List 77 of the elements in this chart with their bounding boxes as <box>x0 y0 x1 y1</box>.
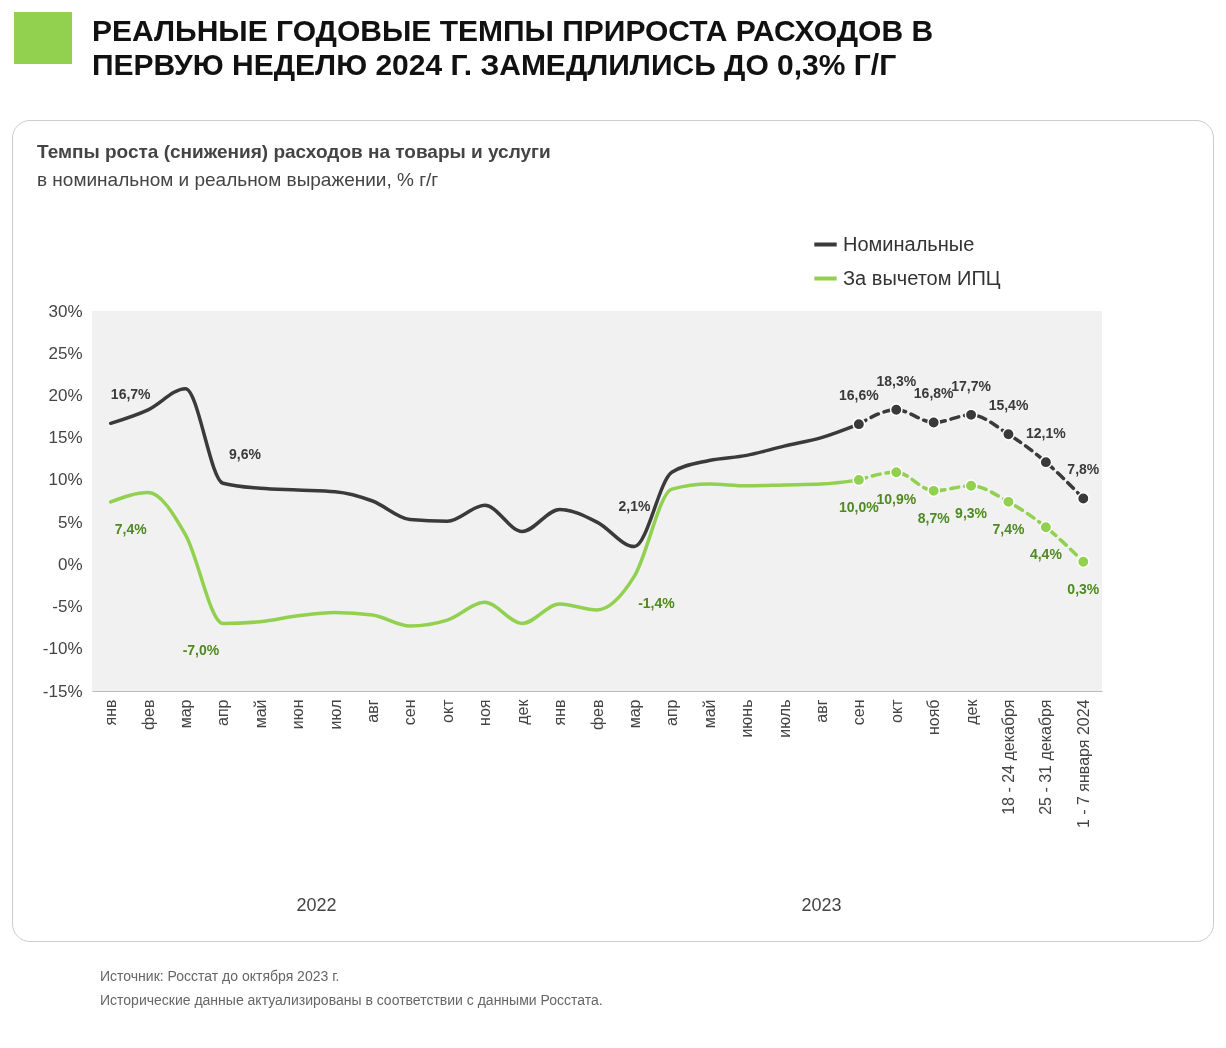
data-label: 7,4% <box>114 520 148 537</box>
data-label: 15,4% <box>988 397 1029 414</box>
y-tick-label: -15% <box>42 681 83 701</box>
x-tick-label: фев <box>588 699 606 731</box>
x-tick-label: дек <box>513 698 531 725</box>
point <box>1076 492 1090 505</box>
data-label: 16,6% <box>839 387 880 404</box>
data-label: 0,3% <box>1067 580 1100 597</box>
x-tick-label: апр <box>663 699 681 726</box>
x-tick-label: июл <box>326 699 344 730</box>
x-tick-label: дек <box>962 698 980 725</box>
x-tick-label: окт <box>887 698 905 723</box>
x-tick-label: 25 - 31 декабря <box>1037 699 1055 815</box>
x-tick-label: июн <box>289 699 307 730</box>
y-tick-label: -10% <box>42 639 83 659</box>
y-tick-label: 5% <box>57 512 83 532</box>
x-tick-label: нояб <box>925 699 943 736</box>
x-tick-label: 18 - 24 декабря <box>999 699 1017 815</box>
x-tick-label: окт <box>438 698 456 723</box>
x-tick-label: мар <box>625 699 643 729</box>
data-label: 8,7% <box>917 509 951 526</box>
data-label: 17,7% <box>951 377 992 394</box>
x-tick-label: сен <box>401 699 419 726</box>
text: Исторические данные актуализированы в соответствии с данными Росстата. <box>100 991 604 1010</box>
x-tick-label: 1 - 7 января 2024 <box>1074 699 1092 829</box>
data-label: 18,3% <box>876 372 917 389</box>
x-tick-label: авг <box>364 699 382 723</box>
data-label: 16,7% <box>110 386 152 403</box>
data-label: 2,1% <box>618 497 651 514</box>
point <box>1039 455 1053 469</box>
data-label: 7,8% <box>1067 461 1100 478</box>
chart-title: РЕАЛЬНЫЕ ГОДОВЫЕ ТЕМПЫ ПРИРОСТА РАСХОДОВ В ПЕРВУЮ НЕДЕЛЮ 2024 Г. ЗАМЕДЛИЛИСЬ ДО 0,3% Г/Г <box>92 14 935 82</box>
point <box>1076 555 1090 569</box>
data-label: 9,6% <box>228 446 262 463</box>
x-tick-label: сен <box>850 699 868 726</box>
data-label: 9,3% <box>955 504 988 521</box>
data-label: 7,4% <box>992 520 1025 537</box>
point <box>964 479 978 493</box>
data-label: 12,1% <box>1026 425 1067 442</box>
point <box>964 408 978 422</box>
y-tick-label: 0% <box>57 554 83 574</box>
x-tick-label: июль <box>775 699 793 738</box>
x-tick-label: апр <box>214 699 232 726</box>
point <box>1002 495 1015 509</box>
y-tick-label: 10% <box>48 470 83 490</box>
data-label: -7,0% <box>182 642 220 659</box>
text: Источник: Росстат до октября 2023 г. <box>100 967 341 986</box>
point <box>927 484 941 498</box>
point <box>852 417 866 431</box>
x-tick-label: янв <box>551 699 569 726</box>
y-tick-label: 30% <box>48 301 83 321</box>
point <box>927 416 941 429</box>
data-label: -1,4% <box>638 595 676 612</box>
y-tick-label: 25% <box>48 343 83 363</box>
legend-label: За вычетом ИПЦ <box>843 266 1001 289</box>
legend-label: Номинальные <box>843 232 975 255</box>
text: 2022 <box>296 895 337 915</box>
point <box>1039 520 1053 534</box>
x-tick-label: авг <box>812 699 830 723</box>
point <box>889 403 903 417</box>
x-tick-label: май <box>251 699 269 729</box>
text: в номинальном и реальном выражении, % г/г <box>37 169 440 191</box>
point <box>852 473 866 487</box>
point <box>1002 427 1015 441</box>
y-tick-label: 15% <box>48 428 83 448</box>
x-tick-label: янв <box>102 699 120 726</box>
y-tick-label: 20% <box>48 385 83 405</box>
text: 2023 <box>801 895 842 915</box>
x-tick-label: июнь <box>738 699 756 738</box>
x-tick-label: мар <box>177 699 195 729</box>
point <box>889 465 903 479</box>
data-label: 4,4% <box>1029 546 1063 563</box>
x-tick-label: фев <box>139 699 157 731</box>
x-tick-label: ноя <box>476 699 494 726</box>
y-tick-label: -5% <box>52 597 83 617</box>
chart-subtitle: Темпы роста (снижения) расходов на товары и услуги <box>37 141 552 163</box>
x-tick-label: май <box>700 699 718 729</box>
